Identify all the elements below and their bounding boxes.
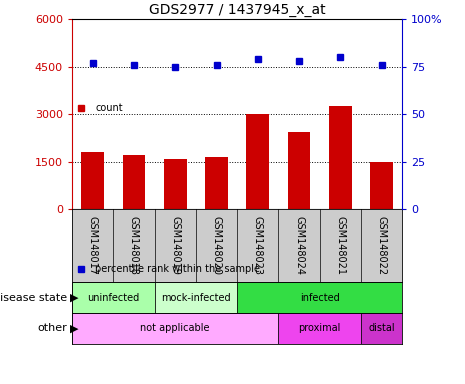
Text: proximal: proximal [299, 323, 341, 333]
Text: GSM148019: GSM148019 [170, 216, 180, 275]
Bar [370, 162, 393, 209]
Bar [205, 157, 228, 209]
Text: mock-infected: mock-infected [161, 293, 231, 303]
Text: GSM148017: GSM148017 [88, 216, 98, 275]
Text: disease state: disease state [0, 293, 67, 303]
Bar [329, 106, 352, 209]
Text: ▶: ▶ [70, 293, 78, 303]
Bar [279, 313, 361, 344]
Bar [246, 114, 269, 209]
Text: GSM148022: GSM148022 [377, 216, 386, 275]
Bar [123, 156, 146, 209]
Text: not applicable: not applicable [140, 323, 210, 333]
Bar [72, 282, 154, 313]
Text: GSM148021: GSM148021 [335, 216, 345, 275]
Text: distal: distal [368, 323, 395, 333]
Bar [288, 132, 311, 209]
Bar [72, 313, 279, 344]
Text: other: other [38, 323, 67, 333]
Bar [164, 159, 186, 209]
Bar [361, 313, 402, 344]
Text: GSM148020: GSM148020 [212, 216, 221, 275]
Text: ▶: ▶ [70, 323, 78, 333]
Bar [81, 152, 104, 209]
Text: uninfected: uninfected [87, 293, 140, 303]
Bar [154, 282, 237, 313]
Text: count: count [95, 103, 123, 113]
Text: GSM148023: GSM148023 [253, 216, 263, 275]
Text: infected: infected [300, 293, 339, 303]
Text: GSM148024: GSM148024 [294, 216, 304, 275]
Text: percentile rank within the sample: percentile rank within the sample [95, 264, 260, 274]
Bar [237, 282, 402, 313]
Text: GSM148018: GSM148018 [129, 216, 139, 275]
Title: GDS2977 / 1437945_x_at: GDS2977 / 1437945_x_at [149, 3, 326, 17]
